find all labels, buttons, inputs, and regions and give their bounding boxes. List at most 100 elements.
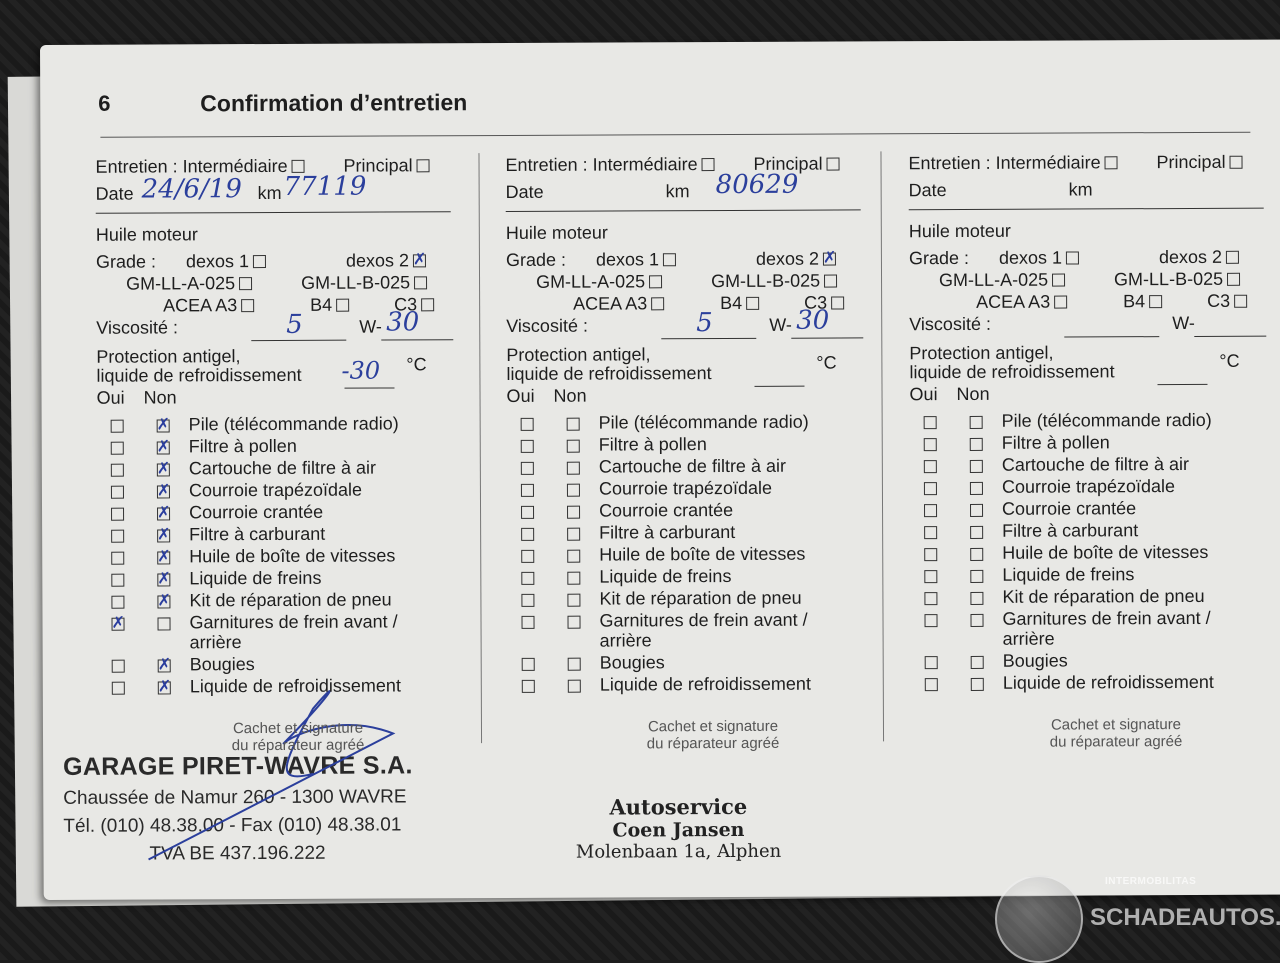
oui-checkbox[interactable] (111, 659, 125, 673)
oui-checkbox[interactable] (110, 419, 124, 433)
non-checkbox[interactable] (970, 525, 984, 539)
oui-checkbox[interactable] (521, 571, 535, 585)
oui-checkbox[interactable] (111, 573, 125, 587)
non-checkbox[interactable] (157, 659, 171, 673)
non-checkbox[interactable] (970, 677, 984, 691)
non-checkbox[interactable] (157, 595, 171, 609)
entretien-principal-checkbox[interactable] (826, 157, 840, 171)
oui-checkbox[interactable] (111, 529, 125, 543)
grade-gm-ll-b-025-checkbox[interactable] (1227, 272, 1241, 286)
oui-checkbox[interactable] (924, 614, 938, 628)
entretien-intermediaire-checkbox[interactable] (1104, 156, 1118, 170)
non-checkbox[interactable] (567, 571, 581, 585)
oui-checkbox[interactable] (111, 507, 125, 521)
grade-acea-a3-checkbox[interactable] (651, 297, 665, 311)
grade-dexos1-checkbox[interactable] (662, 252, 677, 267)
oui-checkbox[interactable] (521, 679, 535, 693)
grade-dexos2-checkbox[interactable] (822, 252, 837, 266)
oui-checkbox[interactable] (521, 549, 535, 563)
non-checkbox[interactable] (157, 507, 171, 521)
non-checkbox[interactable] (970, 655, 984, 669)
non-checkbox[interactable] (156, 463, 170, 477)
non-checkbox[interactable] (566, 439, 580, 453)
non-checkbox[interactable] (567, 593, 581, 607)
grade-dexos2-checkbox[interactable] (1225, 250, 1240, 264)
grade-c3-checkbox[interactable] (1234, 294, 1248, 308)
grade-gm-ll-a-025-checkbox[interactable] (239, 276, 253, 290)
grade-gm-ll-a-025-checkbox[interactable] (649, 275, 663, 289)
oui-checkbox[interactable] (521, 527, 535, 541)
non-checkbox[interactable] (567, 505, 581, 519)
oui-checkbox[interactable] (924, 678, 938, 692)
non-checkbox[interactable] (970, 569, 984, 583)
oui-checkbox[interactable] (110, 441, 124, 455)
oui-checkbox[interactable] (923, 416, 937, 430)
non-checkbox[interactable] (566, 483, 580, 497)
non-checkbox[interactable] (157, 529, 171, 543)
non-checkbox[interactable] (969, 437, 983, 451)
grade-gm-ll-b-025-checkbox[interactable] (824, 274, 838, 288)
non-checkbox[interactable] (970, 591, 984, 605)
oui-checkbox[interactable] (521, 657, 535, 671)
non-checkbox[interactable] (567, 679, 581, 693)
oui-checkbox[interactable] (924, 592, 938, 606)
non-checkbox[interactable] (970, 547, 984, 561)
grade-gm-ll-b-025-checkbox[interactable] (414, 276, 428, 290)
checklist-item-label: Liquide de refroidissement (1002, 671, 1214, 693)
grade-dexos2-checkbox[interactable] (412, 254, 427, 268)
oui-checkbox[interactable] (521, 505, 535, 519)
non-checkbox[interactable] (156, 419, 170, 433)
non-checkbox[interactable] (969, 481, 983, 495)
grade-b4-checkbox[interactable] (1149, 294, 1163, 308)
non-checkbox[interactable] (156, 485, 170, 499)
oui-checkbox[interactable] (520, 439, 534, 453)
grade-dexos1-checkbox[interactable] (1065, 251, 1080, 265)
non-checkbox[interactable] (969, 415, 983, 429)
non-checkbox[interactable] (157, 551, 171, 565)
non-checkbox[interactable] (567, 527, 581, 541)
oui-checkbox[interactable] (924, 570, 938, 584)
non-checkbox[interactable] (156, 441, 170, 455)
oui-checkbox[interactable] (923, 438, 937, 452)
oui-checkbox[interactable] (923, 460, 937, 474)
oui-checkbox[interactable] (110, 463, 124, 477)
non-checkbox[interactable] (157, 617, 171, 631)
non-checkbox[interactable] (970, 503, 984, 517)
grade-acea-a3-checkbox[interactable] (1054, 295, 1068, 309)
non-checkbox[interactable] (566, 417, 580, 431)
oui-checkbox[interactable] (924, 526, 938, 540)
entretien-principal-checkbox[interactable] (1229, 155, 1243, 169)
non-checkbox[interactable] (970, 613, 984, 627)
oui-checkbox[interactable] (521, 593, 535, 607)
entretien-intermediaire-checkbox[interactable] (291, 159, 305, 173)
oui-checkbox[interactable] (923, 482, 937, 496)
oui-checkbox[interactable] (520, 461, 534, 475)
oui-checkbox[interactable] (111, 595, 125, 609)
grade-b4-checkbox[interactable] (336, 298, 350, 312)
oui-checkbox[interactable] (521, 615, 535, 629)
oui-checkbox[interactable] (111, 551, 125, 565)
grade-b4-checkbox[interactable] (746, 296, 760, 310)
non-checkbox[interactable] (969, 459, 983, 473)
entretien-principal-checkbox[interactable] (416, 159, 430, 173)
grade-gm-ll-a-025-checkbox[interactable] (1052, 273, 1066, 287)
non-checkbox[interactable] (567, 615, 581, 629)
grade-c3-checkbox[interactable] (421, 298, 435, 312)
oui-checkbox[interactable] (924, 548, 938, 562)
oui-checkbox[interactable] (924, 656, 938, 670)
oui-checkbox[interactable] (111, 617, 125, 631)
oui-checkbox[interactable] (520, 417, 534, 431)
non-checkbox[interactable] (566, 461, 580, 475)
oui-checkbox[interactable] (520, 483, 534, 497)
oui-checkbox[interactable] (110, 485, 124, 499)
grade-dexos1-checkbox[interactable] (252, 254, 267, 268)
oui-checkbox[interactable] (924, 504, 938, 518)
non-checkbox[interactable] (567, 657, 581, 671)
entretien-intermediaire-checkbox[interactable] (701, 157, 715, 171)
non-checkbox[interactable] (157, 681, 171, 695)
grade-c3-checkbox[interactable] (831, 296, 845, 310)
grade-acea-a3-checkbox[interactable] (241, 298, 255, 312)
oui-checkbox[interactable] (111, 681, 125, 695)
non-checkbox[interactable] (567, 549, 581, 563)
non-checkbox[interactable] (157, 573, 171, 587)
